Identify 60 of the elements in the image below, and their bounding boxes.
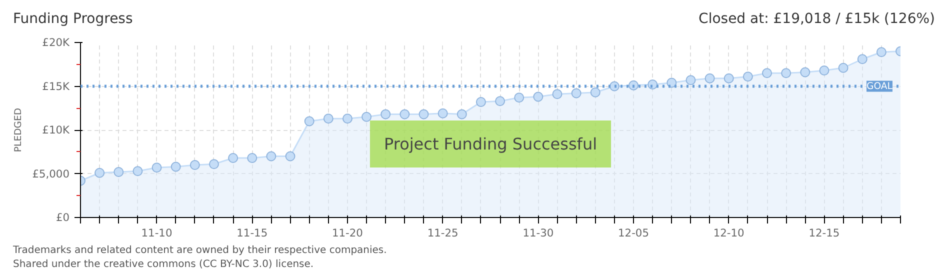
- point: [304, 116, 314, 126]
- point: [819, 66, 830, 76]
- x-tick-label: 12-05: [618, 226, 650, 240]
- point: [342, 114, 352, 124]
- point: [552, 89, 562, 100]
- point: [438, 108, 448, 118]
- x-tick-label: 11-25: [427, 226, 458, 240]
- point: [132, 166, 143, 176]
- point: [323, 114, 334, 124]
- point: [686, 75, 696, 86]
- point: [590, 87, 600, 98]
- point: [533, 92, 544, 102]
- point: [704, 73, 715, 84]
- point: [781, 68, 792, 78]
- point: [857, 54, 868, 64]
- point: [362, 112, 372, 122]
- point: [571, 88, 582, 98]
- point: [400, 109, 410, 120]
- chart-title: Funding Progress: [13, 10, 133, 29]
- point: [247, 153, 258, 163]
- point: [666, 78, 677, 88]
- y-tick-label: £5,000: [32, 167, 70, 180]
- y-axis-title: PLEDGED: [13, 108, 24, 152]
- point: [456, 109, 467, 120]
- y-tick-label: £10K: [42, 124, 71, 136]
- point: [514, 92, 524, 103]
- point: [742, 72, 753, 82]
- x-tick-label: 11-20: [332, 226, 364, 240]
- text: Trademarks and related content are owned by their respective companies.: [13, 245, 387, 256]
- point: [190, 160, 200, 170]
- point: [724, 73, 734, 84]
- annotation: Project Funding Successful: [384, 134, 598, 154]
- x-tick-label: 11-15: [236, 226, 268, 240]
- point: [208, 159, 219, 170]
- point: [114, 167, 124, 177]
- ref-line-label: GOAL: [866, 80, 894, 92]
- point: [285, 151, 296, 162]
- x-tick-label: 12-15: [808, 226, 840, 240]
- y-tick-label: £20K: [42, 36, 71, 49]
- y-tick-label: £15K: [42, 80, 71, 93]
- text: Closed at: £19,018 / £15k (126%): [698, 10, 935, 29]
- point: [266, 151, 276, 162]
- point: [762, 68, 772, 78]
- y-tick-label: £0: [56, 211, 70, 224]
- point: [838, 62, 848, 73]
- point: [170, 162, 181, 172]
- point: [800, 67, 810, 78]
- point: [495, 96, 506, 106]
- x-tick-label: 11-10: [141, 226, 172, 240]
- point: [228, 153, 238, 163]
- point: [418, 109, 429, 120]
- point: [94, 168, 105, 178]
- text: Shared under the creative commons (CC BY-NC 3.0) license.: [13, 259, 314, 270]
- x-tick-label: 12-10: [713, 226, 745, 240]
- point: [876, 47, 886, 58]
- x-tick-label: 11-30: [522, 226, 554, 240]
- point: [380, 109, 391, 120]
- point: [628, 80, 639, 90]
- point: [476, 97, 486, 107]
- point: [152, 162, 162, 173]
